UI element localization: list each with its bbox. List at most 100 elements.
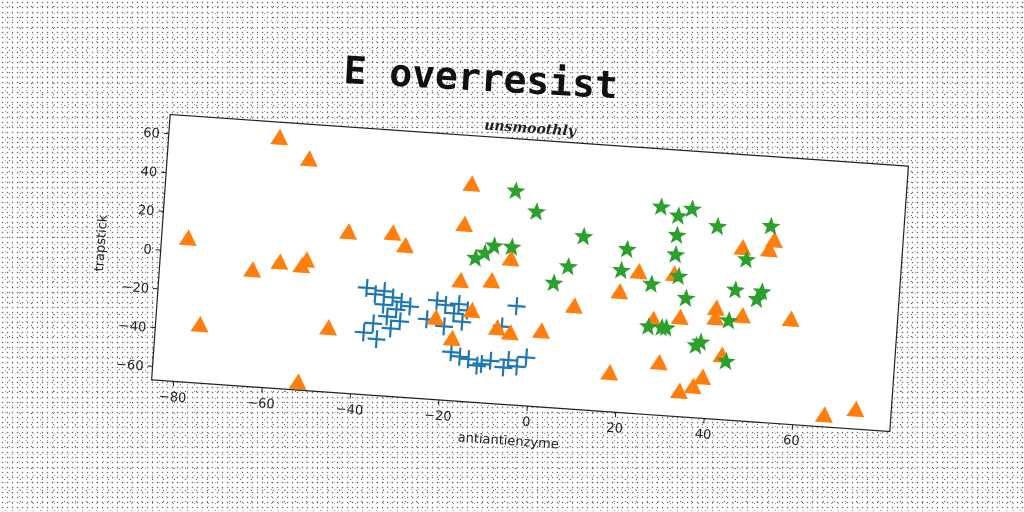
plot-area-group: −80 −60 −40 −20 0 20 40 60 −60 −40 −20 0 20 40 60 uns… [92, 113, 910, 452]
data-point-triangle [462, 301, 481, 319]
data-point-plus [366, 285, 385, 304]
data-point-triangle [846, 400, 865, 418]
data-point-star [666, 244, 686, 264]
data-point-triangle [426, 309, 445, 326]
data-point-triangle [270, 128, 289, 146]
data-point-plus [390, 312, 410, 331]
data-point-star [466, 248, 486, 267]
data-point-triangle [319, 319, 337, 336]
data-point-plus [435, 317, 454, 336]
data-point-plus [427, 291, 447, 310]
x-axis-ticks: −80 −60 −40 −20 0 20 40 60 [158, 381, 801, 449]
data-point-star [574, 226, 594, 246]
data-point-plus [453, 312, 472, 331]
data-point-star [651, 197, 671, 216]
data-point-star [656, 318, 676, 337]
data-point-plus [392, 292, 411, 312]
data-point-plus [374, 295, 393, 314]
x-tick-label: −20 [424, 408, 452, 425]
data-point-triangle [759, 240, 778, 258]
data-point-triangle [532, 322, 550, 339]
chart-subtitle: unsmoothly [484, 117, 578, 139]
data-point-triangle [610, 282, 629, 300]
data-point-triangle [693, 368, 712, 386]
data-point-triangle [706, 309, 725, 326]
x-tick-label: 60 [783, 433, 801, 449]
data-point-star [544, 273, 564, 292]
data-point-triangle [600, 363, 619, 381]
data-point-plus [364, 314, 383, 333]
x-tick-label: 40 [694, 427, 712, 443]
data-point-star [726, 280, 746, 299]
data-point-star [484, 236, 504, 255]
data-point-plus [387, 300, 406, 319]
y-tick-label: 20 [137, 203, 155, 219]
data-point-triangle [683, 377, 702, 395]
data-point-star [611, 260, 631, 280]
data-point-triangle [501, 250, 520, 267]
data-point-triangle [764, 231, 783, 249]
data-point-triangle [455, 215, 474, 233]
data-point-triangle [669, 382, 688, 400]
data-point-plus [517, 348, 536, 367]
data-point-star [716, 351, 736, 371]
data-point-triangle [299, 150, 318, 167]
data-point-star [667, 225, 687, 245]
data-point-triangle [732, 307, 751, 324]
data-point-triangle [814, 406, 833, 423]
data-point-plus [367, 330, 386, 349]
y-tick-label: −60 [116, 357, 144, 374]
data-point-plus [507, 297, 526, 316]
plot-background [150, 113, 910, 433]
data-point-plus [354, 323, 373, 342]
x-tick-label: 20 [606, 421, 624, 437]
data-point-star [669, 266, 689, 286]
data-point-plus [444, 304, 463, 323]
data-point-triangle [451, 271, 470, 289]
data-point-triangle [482, 272, 501, 289]
y-tick-label: 60 [143, 126, 161, 142]
data-point-plus [383, 288, 402, 307]
data-point-plus [472, 354, 491, 374]
data-point-triangle [462, 175, 481, 192]
data-point-star [761, 216, 781, 236]
data-point-star [691, 332, 711, 351]
x-tick-label: −60 [247, 396, 275, 413]
data-point-plus [436, 295, 455, 315]
data-point-star [617, 239, 637, 259]
data-point-triangle [178, 229, 197, 247]
data-point-triangle [670, 308, 689, 326]
data-point-triangle [243, 261, 262, 278]
data-point-plus [377, 307, 397, 326]
data-point-star [669, 206, 689, 225]
data-point-triangle [487, 319, 506, 336]
data-point-triangle [190, 315, 209, 333]
data-point-star [752, 282, 772, 301]
y-tick-label: −20 [121, 280, 149, 297]
data-point-plus [400, 297, 420, 316]
x-tick-label: 0 [522, 415, 531, 431]
data-markers [178, 128, 865, 423]
data-point-star [682, 199, 702, 218]
data-point-star [708, 216, 728, 236]
data-point-triangle [288, 373, 307, 390]
y-axis-ticks: −60 −40 −20 0 20 40 60 [116, 126, 169, 374]
data-point-triangle [564, 297, 583, 314]
data-point-star [719, 311, 739, 330]
data-point-triangle [781, 310, 800, 328]
data-point-plus [494, 358, 513, 377]
data-point-triangle [629, 262, 648, 280]
data-point-triangle [270, 253, 289, 270]
data-point-plus [381, 319, 400, 338]
data-point-plus [450, 347, 469, 366]
x-axis-label: antiantienzyme [457, 430, 559, 452]
data-point-star [639, 317, 659, 336]
data-point-star [502, 237, 522, 256]
data-point-triangle [383, 224, 402, 241]
y-tick-label: 40 [140, 164, 158, 180]
data-point-plus [481, 351, 500, 370]
x-tick-label: −40 [335, 402, 363, 419]
data-point-star [737, 249, 757, 269]
y-tick-label: 0 [143, 242, 152, 258]
data-point-star [475, 243, 495, 262]
